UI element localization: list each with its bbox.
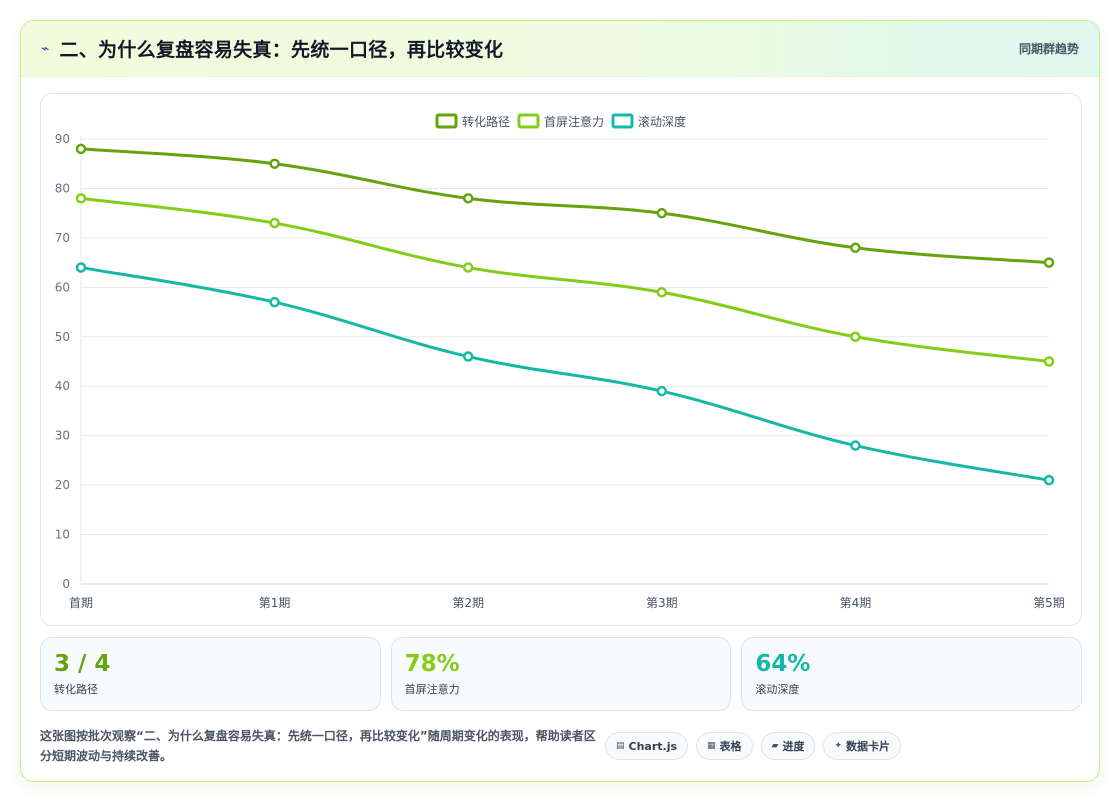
title-wrap: ⌁ 二、为什么复盘容易失真：先统一口径，再比较变化 xyxy=(41,35,503,62)
data-point xyxy=(269,158,280,169)
legend-swatch xyxy=(435,113,458,129)
stat-value: 78% xyxy=(404,651,460,677)
tag-progress[interactable]: ▰ 进度 xyxy=(760,732,816,760)
data-point xyxy=(850,242,861,254)
x-tick-label: 第2期 xyxy=(452,596,484,610)
footer: 这张图按批次观察“二、为什么复盘容易失真：先统一口径，再比较变化”随周期变化的表… xyxy=(40,721,1082,771)
sparkle-icon: ✦ xyxy=(834,741,842,751)
tag-label: 表格 xyxy=(719,740,742,753)
data-point xyxy=(656,385,668,397)
table-icon: ▦ xyxy=(707,741,716,751)
legend-swatch xyxy=(611,113,634,129)
y-tick-label: 80 xyxy=(55,181,70,195)
data-point xyxy=(462,193,474,204)
tag-table[interactable]: ▦ 表格 xyxy=(696,732,753,760)
stat-cards: 3 / 4 转化路径 78% 首屏注意力 64% 滚动深度 xyxy=(40,637,1083,711)
data-point xyxy=(1043,356,1055,367)
y-tick-label: 0 xyxy=(62,577,70,591)
data-point xyxy=(1043,257,1055,268)
data-point xyxy=(462,262,474,273)
data-point xyxy=(75,143,87,155)
line-chart: 0 10 20 30 40 50 60 70 80 90 首期 第1期 第2期 第3期 第4期 第5期 转化路径… xyxy=(55,113,1065,610)
data-point xyxy=(75,193,87,204)
bolt-icon: ⌁ xyxy=(41,40,50,57)
stat-card-scroll: 64% 滚动深度 xyxy=(741,637,1083,711)
stat-label: 首屏注意力 xyxy=(404,683,460,696)
series-line xyxy=(79,266,1051,482)
tag-list: ▤ Chart.js ▦ 表格 ▰ 进度 ✦ 数据卡片 xyxy=(604,732,901,760)
stat-label: 滚动深度 xyxy=(755,683,800,696)
y-tick-label: 30 xyxy=(55,429,70,443)
legend-swatch xyxy=(517,113,540,129)
page-title: 二、为什么复盘容易失真：先统一口径，再比较变化 xyxy=(59,39,504,61)
x-tick-label: 第3期 xyxy=(646,596,678,610)
stat-card-conversion: 3 / 4 转化路径 xyxy=(40,637,381,711)
x-tick-label: 第1期 xyxy=(259,596,291,610)
stat-label: 转化路径 xyxy=(54,683,98,696)
tag-data-card[interactable]: ✦ 数据卡片 xyxy=(823,732,901,760)
tag-label: 数据卡片 xyxy=(846,740,890,753)
y-tick-label: 40 xyxy=(55,379,70,393)
stat-value: 64% xyxy=(755,651,811,677)
data-point xyxy=(850,440,861,451)
chart-description: 这张图按批次观察“二、为什么复盘容易失真：先统一口径，再比较变化”随周期变化的表… xyxy=(40,729,596,763)
card-header: ⌁ 二、为什么复盘容易失真：先统一口径，再比较变化 同期群趋势 xyxy=(21,21,1099,77)
cohort-trend-label: 同期群趋势 xyxy=(1018,42,1079,56)
x-tick-label: 第5期 xyxy=(1033,596,1065,610)
y-tick-label: 90 xyxy=(55,132,70,146)
report-card: ⌁ 二、为什么复盘容易失真：先统一口径，再比较变化 同期群趋势 0 10 20 30 4… xyxy=(20,20,1100,782)
legend-label: 转化路径 xyxy=(462,114,510,129)
series-line xyxy=(79,196,1051,363)
chart-icon: ▤ xyxy=(615,741,625,751)
stat-card-attention: 78% 首屏注意力 xyxy=(390,637,732,711)
y-tick-label: 50 xyxy=(55,330,70,344)
data-point xyxy=(75,262,87,273)
tag-chartjs[interactable]: ▤ Chart.js xyxy=(604,732,689,760)
data-point xyxy=(1043,474,1055,486)
progress-icon: ▰ xyxy=(771,741,779,751)
y-tick-label: 60 xyxy=(55,280,70,294)
x-tick-label: 首期 xyxy=(69,596,93,610)
data-point xyxy=(656,287,668,298)
x-tick-label: 第4期 xyxy=(840,596,872,610)
tag-label: 进度 xyxy=(782,740,805,753)
legend-label: 首屏注意力 xyxy=(544,114,604,129)
data-point xyxy=(269,296,280,308)
stat-value: 3 / 4 xyxy=(54,651,111,677)
data-point xyxy=(269,217,280,229)
series-line xyxy=(79,147,1051,265)
data-point xyxy=(850,331,861,343)
y-tick-label: 10 xyxy=(55,528,70,542)
legend-label: 滚动深度 xyxy=(638,114,686,129)
data-point xyxy=(656,207,668,219)
tag-label: Chart.js xyxy=(628,739,678,753)
y-tick-label: 20 xyxy=(55,478,70,492)
chart-panel: 0 10 20 30 40 50 60 70 80 90 首期 第1期 第2期 第3期 第4期 第5期 转化路径… xyxy=(40,93,1082,626)
y-tick-label: 70 xyxy=(55,231,70,245)
data-point xyxy=(462,351,474,362)
